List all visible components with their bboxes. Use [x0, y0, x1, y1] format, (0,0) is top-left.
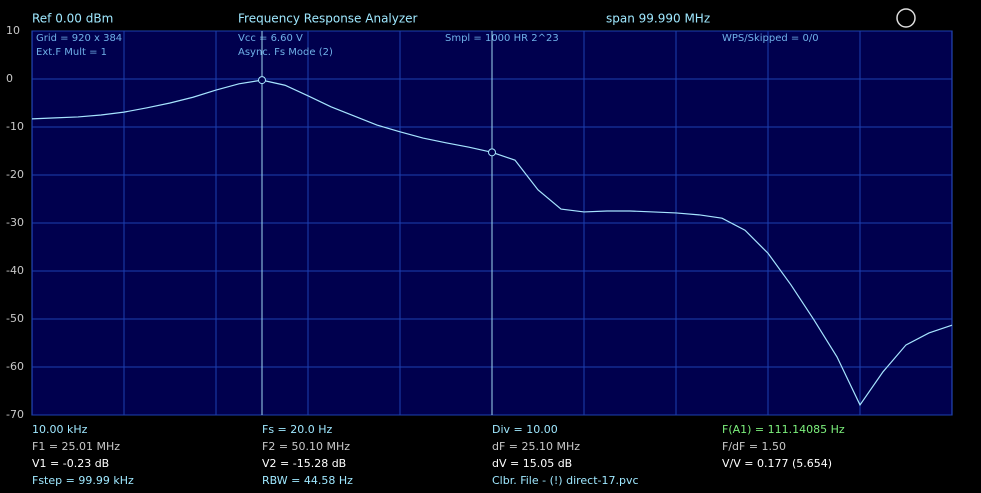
status-indicator[interactable] — [896, 8, 916, 28]
readout: Div = 10.00 — [492, 423, 558, 436]
readout: Fs = 20.0 Hz — [262, 423, 333, 436]
readout: V2 = -15.28 dB — [262, 457, 346, 470]
y-tick-label: -40 — [6, 264, 24, 277]
y-tick-label: -10 — [6, 120, 24, 133]
y-tick-label: -20 — [6, 168, 24, 181]
y-tick-label: 0 — [6, 72, 13, 85]
readout: Fstep = 99.99 kHz — [32, 474, 134, 487]
header-text: span 99.990 MHz — [606, 12, 710, 26]
readout: F/dF = 1.50 — [722, 440, 786, 453]
readout: dV = 15.05 dB — [492, 457, 572, 470]
readout: 10.00 kHz — [32, 423, 88, 436]
readout: RBW = 44.58 Hz — [262, 474, 353, 487]
readout: F(A1) = 111.14085 Hz — [722, 423, 845, 436]
cursor-marker — [488, 148, 496, 157]
cursor-marker — [258, 76, 266, 85]
info-text: Ext.F Mult = 1 — [36, 47, 107, 58]
info-text: Grid = 920 x 384 — [36, 33, 122, 44]
y-tick-label: -70 — [6, 408, 24, 421]
readout: dF = 25.10 MHz — [492, 440, 580, 453]
y-tick-label: -60 — [6, 360, 24, 373]
readout: Clbr. File - (!) direct-17.pvc — [492, 474, 639, 487]
y-tick-label: 10 — [6, 24, 20, 37]
info-text: Vcc = 6.60 V — [238, 33, 303, 44]
readout: V1 = -0.23 dB — [32, 457, 109, 470]
info-text: WPS/Skipped = 0/0 — [722, 33, 819, 44]
info-text: Async. Fs Mode (2) — [238, 47, 333, 58]
readout: V/V = 0.177 (5.654) — [722, 457, 832, 470]
readout: F1 = 25.01 MHz — [32, 440, 120, 453]
header-text: Ref 0.00 dBm — [32, 12, 113, 26]
header-text: Frequency Response Analyzer — [238, 12, 418, 26]
info-text: Smpl = 1000 HR 2^23 — [445, 33, 559, 44]
y-tick-label: -30 — [6, 216, 24, 229]
readout: F2 = 50.10 MHz — [262, 440, 350, 453]
y-tick-label: -50 — [6, 312, 24, 325]
